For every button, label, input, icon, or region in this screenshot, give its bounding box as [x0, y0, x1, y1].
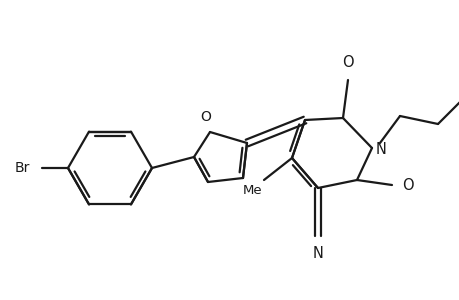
Text: O: O	[401, 178, 413, 193]
Text: Br: Br	[15, 161, 30, 175]
Text: O: O	[200, 110, 211, 124]
Text: N: N	[375, 142, 386, 158]
Text: N: N	[312, 246, 323, 261]
Text: O: O	[341, 55, 353, 70]
Text: Me: Me	[242, 184, 262, 197]
